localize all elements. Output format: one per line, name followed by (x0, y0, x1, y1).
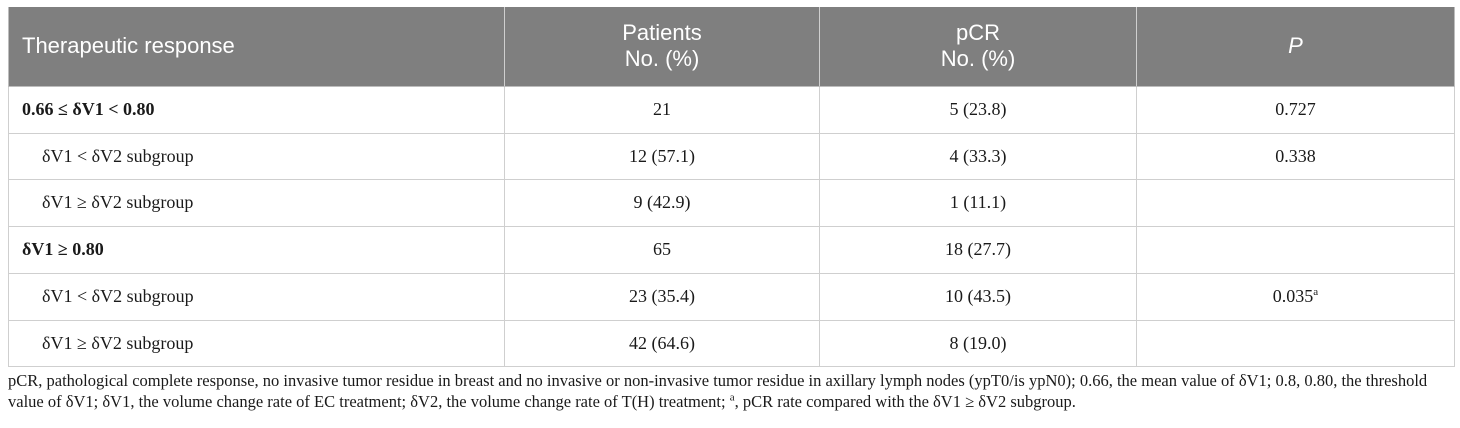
patients-cell: 65 (504, 225, 820, 274)
table-row: 0.66 ≤ δV1 < 0.80 21 5 (23.8) 0.727 (8, 85, 1455, 134)
results-table-container: Therapeutic response Patients No. (%) pCR… (8, 7, 1455, 367)
table-footnote: pCR, pathological complete response, no … (8, 371, 1428, 411)
p-cell (1136, 319, 1455, 367)
results-table: Therapeutic response Patients No. (%) pCR… (8, 7, 1455, 367)
header-patients: Patients No. (%) (504, 7, 820, 87)
pcr-cell: 8 (19.0) (819, 319, 1137, 367)
patients-cell: 9 (42.9) (504, 178, 820, 227)
table-row: δV1 < δV2 subgroup 12 (57.1) 4 (33.3) 0.… (8, 132, 1455, 180)
p-cell: 0.727 (1136, 85, 1455, 134)
pcr-cell: 10 (43.5) (819, 272, 1137, 321)
p-cell: 0.035a (1136, 272, 1455, 321)
p-cell (1136, 178, 1455, 227)
patients-cell: 42 (64.6) (504, 319, 820, 367)
header-pcr: pCR No. (%) (819, 7, 1137, 87)
table-row: δV1 ≥ δV2 subgroup 42 (64.6) 8 (19.0) (8, 319, 1455, 367)
row-label: δV1 ≥ 0.80 (8, 225, 505, 274)
patients-cell: 21 (504, 85, 820, 134)
pcr-cell: 4 (33.3) (819, 132, 1137, 180)
table-row: δV1 ≥ δV2 subgroup 9 (42.9) 1 (11.1) (8, 178, 1455, 227)
table-row: δV1 ≥ 0.80 65 18 (27.7) (8, 225, 1455, 274)
p-cell: 0.338 (1136, 132, 1455, 180)
pcr-cell: 18 (27.7) (819, 225, 1137, 274)
table-header-row: Therapeutic response Patients No. (%) pCR… (8, 7, 1455, 87)
patients-cell: 12 (57.1) (504, 132, 820, 180)
row-label: δV1 ≥ δV2 subgroup (8, 319, 505, 367)
row-label: δV1 ≥ δV2 subgroup (8, 178, 505, 227)
row-label: 0.66 ≤ δV1 < 0.80 (8, 85, 505, 134)
row-label: δV1 < δV2 subgroup (8, 132, 505, 180)
table-row: δV1 < δV2 subgroup 23 (35.4) 10 (43.5) 0… (8, 272, 1455, 321)
pcr-cell: 1 (11.1) (819, 178, 1137, 227)
p-cell (1136, 225, 1455, 274)
header-therapeutic-response: Therapeutic response (8, 7, 505, 87)
header-p-value: P (1136, 7, 1455, 87)
row-label: δV1 < δV2 subgroup (8, 272, 505, 321)
pcr-cell: 5 (23.8) (819, 85, 1137, 134)
patients-cell: 23 (35.4) (504, 272, 820, 321)
